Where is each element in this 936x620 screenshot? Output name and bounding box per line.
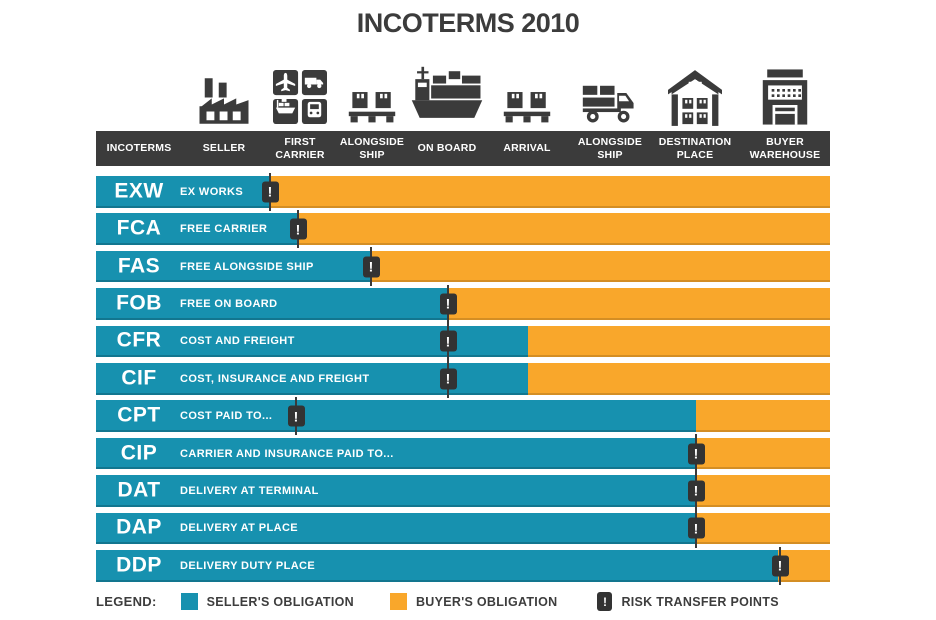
risk-transfer-icon: ! — [289, 218, 307, 240]
risk-transfer-icon: ! — [687, 517, 705, 539]
risk-transfer-icon: ! — [597, 592, 613, 611]
header-col-destination-place: DESTINATION PLACE — [658, 136, 732, 161]
legend-item-risk: ! RISK TRANSFER POINTS — [597, 592, 779, 611]
header-col-buyer-warehouse: BUYER WAREHOUSE — [749, 136, 821, 161]
buyer-obligation-swatch — [389, 593, 407, 610]
header-col-first-carrier: FIRST CARRIER — [275, 136, 325, 161]
seller-obligation-bar — [96, 475, 696, 507]
seller-obligation-bar — [96, 512, 696, 545]
seller-obligation-bar — [96, 176, 270, 208]
incoterm-code: FOB — [116, 291, 162, 315]
multimodal-carrier-icon — [266, 70, 334, 126]
incoterm-code: CFR — [116, 328, 162, 352]
header-col-incoterms: INCOTERMS — [106, 142, 172, 155]
incoterm-row-exw: EXW EX WORKS! — [96, 172, 830, 211]
icons-row — [96, 60, 830, 126]
header-col-alongside-ship: ALONGSIDE SHIP — [577, 136, 643, 161]
incoterm-name: DELIVERY AT TERMINAL — [180, 484, 319, 497]
incoterm-row-cip: CIP CARRIER AND INSURANCE PAID TO...! — [96, 434, 830, 473]
seller-obligation-bar — [96, 250, 371, 283]
incoterm-code: FAS — [117, 254, 161, 278]
incoterm-row-ddp: DDP DELIVERY DUTY PLACE! — [96, 546, 830, 585]
legend-label: LEGEND: — [96, 594, 157, 609]
incoterm-row-fas: FAS FREE ALONGSIDE SHIP! — [96, 247, 830, 286]
incoterm-name: FREE ON BOARD — [180, 297, 278, 310]
incoterm-code: EXW — [114, 179, 164, 203]
legend-item-label: RISK TRANSFER POINTS — [621, 594, 779, 609]
incoterm-name: DELIVERY AT PLACE — [180, 522, 299, 535]
incoterm-name: COST, INSURANCE AND FREIGHT — [180, 372, 370, 385]
incoterm-name: DELIVERY DUTY PLACE — [180, 559, 316, 572]
incoterm-row-dap: DAP DELIVERY AT PLACE! — [96, 509, 830, 548]
factory-icon — [182, 76, 266, 126]
seller-obligation-bar — [96, 213, 298, 245]
legend: LEGEND: SELLER'S OBLIGATION BUYER'S OBLI… — [96, 592, 916, 611]
risk-transfer-icon: ! — [439, 368, 457, 390]
legend-item-seller: SELLER'S OBLIGATION — [180, 593, 354, 610]
risk-transfer-icon: ! — [287, 405, 305, 427]
page-title: INCOTERMS 2010 — [356, 8, 580, 38]
seller-obligation-bar — [96, 550, 778, 582]
seller-obligation-bar — [96, 400, 696, 432]
incoterm-row-cpt: CPT COST PAID TO...! — [96, 396, 830, 436]
legend-item-buyer: BUYER'S OBLIGATION — [389, 593, 558, 610]
incoterm-name: FREE ALONGSIDE SHIP — [180, 260, 314, 273]
incoterm-name: EX WORKS — [180, 185, 244, 198]
legend-item-label: BUYER'S OBLIGATION — [415, 594, 558, 609]
seller-obligation-bar — [96, 437, 696, 470]
cargo-truck-icon — [570, 80, 650, 126]
risk-transfer-icon: ! — [771, 555, 789, 577]
incoterm-row-cfr: CFR COST AND FREIGHT! — [96, 322, 830, 361]
risk-transfer-icon: ! — [439, 330, 457, 352]
pallet-boxes-icon — [484, 92, 570, 126]
risk-transfer-icon: ! — [439, 293, 457, 315]
incoterm-name: COST PAID TO... — [180, 410, 273, 423]
legend-item-label: SELLER'S OBLIGATION — [206, 594, 354, 609]
header-col-seller: SELLER — [202, 142, 246, 155]
container-ship-icon — [410, 64, 484, 126]
seller-obligation-bar — [96, 288, 448, 320]
incoterm-name: CARRIER AND INSURANCE PAID TO... — [180, 447, 394, 460]
incoterm-row-fob: FOB FREE ON BOARD! — [96, 284, 830, 324]
incoterm-code: DAT — [117, 478, 161, 502]
incoterm-code: CIP — [120, 441, 158, 465]
seller-obligation-swatch — [180, 593, 198, 610]
incoterm-row-cif: CIF COST, INSURANCE AND FREIGHT! — [96, 359, 830, 398]
incoterm-code: DDP — [116, 553, 162, 577]
buyer-warehouse-icon — [740, 68, 830, 126]
table-header: INCOTERMS SELLER FIRST CARRIER ALONGSIDE SH… — [96, 131, 830, 166]
risk-transfer-icon: ! — [687, 480, 705, 502]
header-col-arrival: ARRIVAL — [503, 142, 551, 155]
incoterm-name: COST AND FREIGHT — [180, 335, 295, 348]
header-col-on-board: ON BOARD — [417, 142, 477, 155]
pallet-boxes-icon — [334, 92, 410, 126]
incoterm-row-fca: FCA FREE CARRIER! — [96, 209, 830, 249]
incoterm-code: FCA — [116, 216, 162, 240]
incoterm-code: CPT — [117, 403, 161, 427]
header-col-alongside-ship: ALONGSIDE SHIP — [339, 136, 405, 161]
incoterm-code: DAP — [116, 515, 162, 539]
incoterm-code: CIF — [121, 366, 157, 390]
risk-transfer-icon: ! — [362, 256, 380, 278]
incoterm-name: FREE CARRIER — [180, 223, 268, 236]
incoterm-row-dat: DAT DELIVERY AT TERMINAL! — [96, 471, 830, 511]
risk-transfer-icon: ! — [687, 443, 705, 465]
destination-warehouse-icon — [650, 70, 740, 126]
risk-transfer-icon: ! — [261, 181, 279, 203]
